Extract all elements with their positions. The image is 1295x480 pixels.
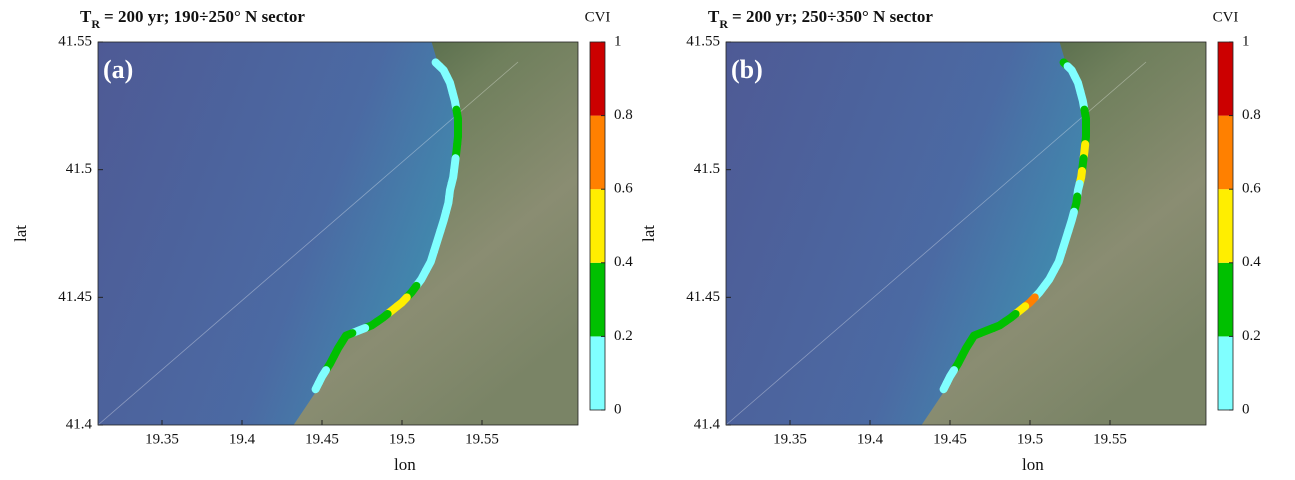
panel-label: (a)	[103, 55, 133, 84]
y-tick-label: 41.55	[58, 33, 92, 49]
x-tick-label: 19.55	[1093, 431, 1127, 447]
title-prefix: T	[708, 7, 720, 26]
colorbar-bin	[1218, 263, 1233, 337]
colorbar-bin	[590, 42, 605, 116]
colorbar-label: CVI	[1213, 9, 1239, 25]
colorbar-tick-label: 0	[1242, 401, 1250, 417]
colorbar-tick-label: 0.6	[1242, 181, 1261, 197]
x-tick-label: 19.5	[389, 431, 415, 447]
colorbar-tick-label: 0.4	[614, 254, 633, 270]
coast-segment	[316, 383, 319, 389]
colorbar-tick-label: 1	[614, 33, 622, 49]
colorbar-label: CVI	[585, 9, 611, 25]
figure: 19.35 19.4 19.45 19.5 19.55 41.4 41.45 41.5 41.5…	[0, 0, 1295, 480]
colorbar-tick-label: 0	[614, 401, 622, 417]
y-tick-label: 41.45	[686, 289, 720, 305]
x-tick-label: 19.45	[305, 431, 339, 447]
colorbar-bin	[1218, 116, 1233, 190]
colorbar-bin	[590, 336, 605, 410]
colorbar-tick-label: 0.6	[614, 181, 633, 197]
colorbar-tick-label: 0.4	[1242, 254, 1261, 270]
x-tick-label: 19.5	[1017, 431, 1043, 447]
title-rest: = 200 yr; 190÷250° N sector	[104, 7, 305, 26]
x-tick-label: 19.35	[145, 431, 179, 447]
colorbar-bin	[590, 116, 605, 190]
y-tick-label: 41.5	[66, 161, 92, 177]
title-prefix: T	[80, 7, 92, 26]
colorbar-tick-label: 0.8	[614, 107, 633, 123]
title-subscript: R	[719, 17, 728, 31]
y-tick-label: 41.45	[58, 289, 92, 305]
panel: 19.35 19.4 19.45 19.5 19.55 41.4 41.45 41.5 41.5…	[639, 7, 1261, 474]
colorbar-tick-label: 1	[1242, 33, 1250, 49]
colorbar-bin	[590, 189, 605, 263]
colorbar-tick-label: 0.2	[1242, 328, 1261, 344]
x-tick-label: 19.4	[857, 431, 884, 447]
y-axis-label: lat	[11, 225, 30, 242]
y-tick-label: 41.55	[686, 33, 720, 49]
colorbar-bin	[1218, 336, 1233, 410]
y-tick-label: 41.4	[66, 416, 93, 432]
x-axis-label: lon	[1022, 455, 1044, 474]
panel-title: TR = 200 yr; 190÷250° N sector	[80, 7, 305, 31]
x-tick-label: 19.4	[229, 431, 256, 447]
x-tick-label: 19.55	[465, 431, 499, 447]
panel-title: TR = 200 yr; 250÷350° N sector	[708, 7, 933, 31]
colorbar-bin	[1218, 42, 1233, 116]
colorbar-tick-label: 0.2	[614, 328, 633, 344]
x-axis-label: lon	[394, 455, 416, 474]
y-axis-label: lat	[639, 225, 658, 242]
colorbar-tick-label: 0.8	[1242, 107, 1261, 123]
title-rest: = 200 yr; 250÷350° N sector	[732, 7, 933, 26]
x-tick-label: 19.35	[773, 431, 807, 447]
y-tick-label: 41.5	[694, 161, 720, 177]
title-subscript: R	[91, 17, 100, 31]
panel-label: (b)	[731, 55, 763, 84]
y-tick-label: 41.4	[694, 416, 721, 432]
coast-segment	[944, 383, 947, 389]
colorbar-bin	[590, 263, 605, 337]
x-tick-label: 19.45	[933, 431, 967, 447]
colorbar-bin	[1218, 189, 1233, 263]
panel: 19.35 19.4 19.45 19.5 19.55 41.4 41.45 41.5 41.5…	[11, 7, 633, 474]
